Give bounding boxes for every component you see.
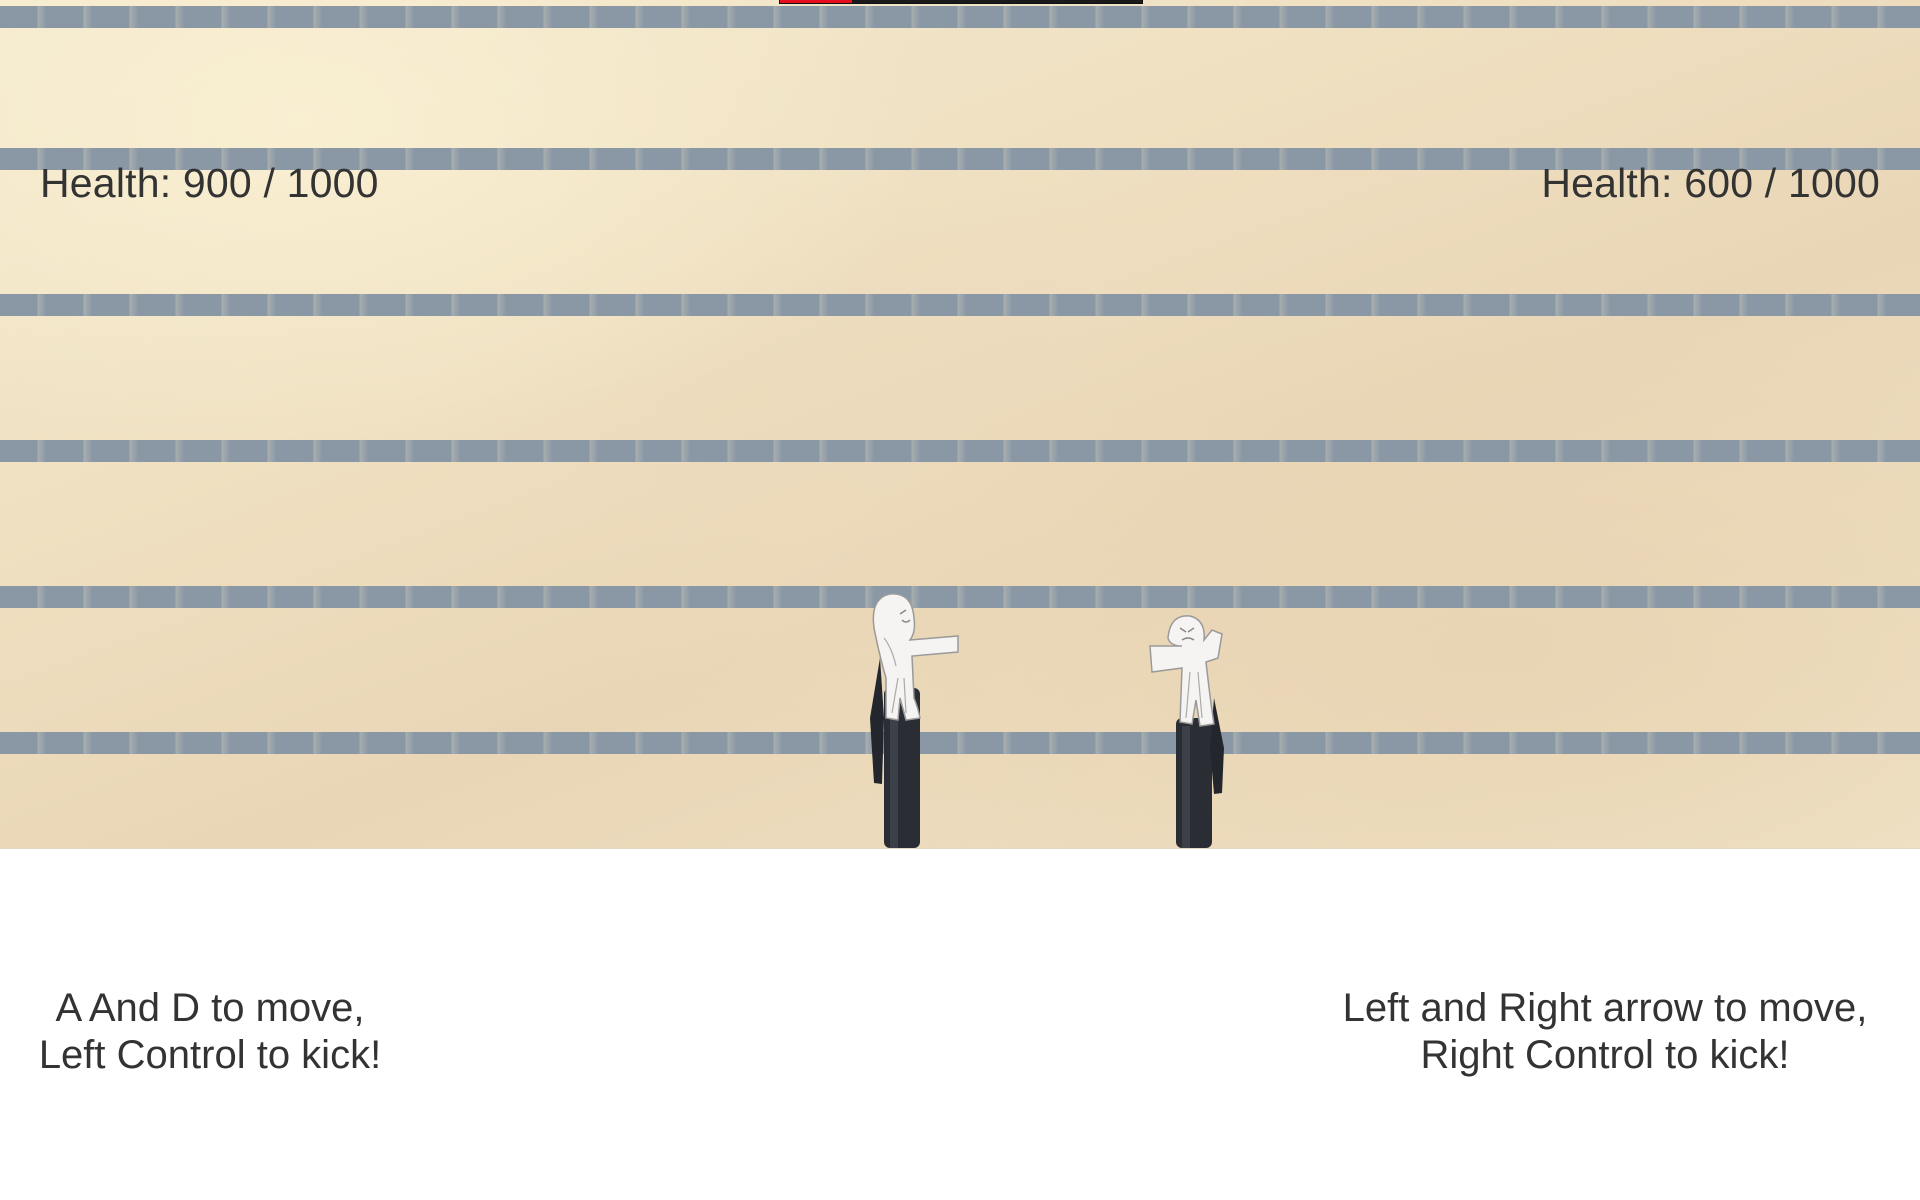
background-stripe xyxy=(0,294,1920,316)
background-stripe xyxy=(0,586,1920,608)
player1-health-label: Health: 900 / 1000 xyxy=(40,160,379,206)
paper-fighter-icon xyxy=(872,593,959,721)
background-stripe xyxy=(0,148,1920,170)
player2-fighter xyxy=(1149,615,1224,848)
player1-fighter xyxy=(870,593,959,848)
top-health-bar xyxy=(779,0,1143,4)
player2-health-label: Health: 600 / 1000 xyxy=(1541,160,1880,206)
top-health-bar-fill xyxy=(780,0,853,3)
player1-controls-line1: A And D to move, xyxy=(55,986,365,1030)
pen-icon xyxy=(1176,698,1224,848)
background-stripe xyxy=(0,732,1920,754)
player2-controls-line1: Left and Right arrow to move, xyxy=(1342,986,1868,1030)
player2-controls-hint: Left and Right arrow to move, Right Cont… xyxy=(1320,985,1890,1079)
background-stripe xyxy=(0,440,1920,462)
pen-icon xyxy=(870,658,920,848)
arena-background: Health: 900 / 1000 Health: 600 / 1000 xyxy=(0,0,1920,849)
paper-fighter-icon xyxy=(1149,615,1223,727)
player2-controls-line2: Right Control to kick! xyxy=(1420,1033,1790,1077)
player1-controls-hint: A And D to move, Left Control to kick! xyxy=(20,985,400,1079)
background-stripe xyxy=(0,6,1920,28)
player1-controls-line2: Left Control to kick! xyxy=(38,1033,382,1077)
